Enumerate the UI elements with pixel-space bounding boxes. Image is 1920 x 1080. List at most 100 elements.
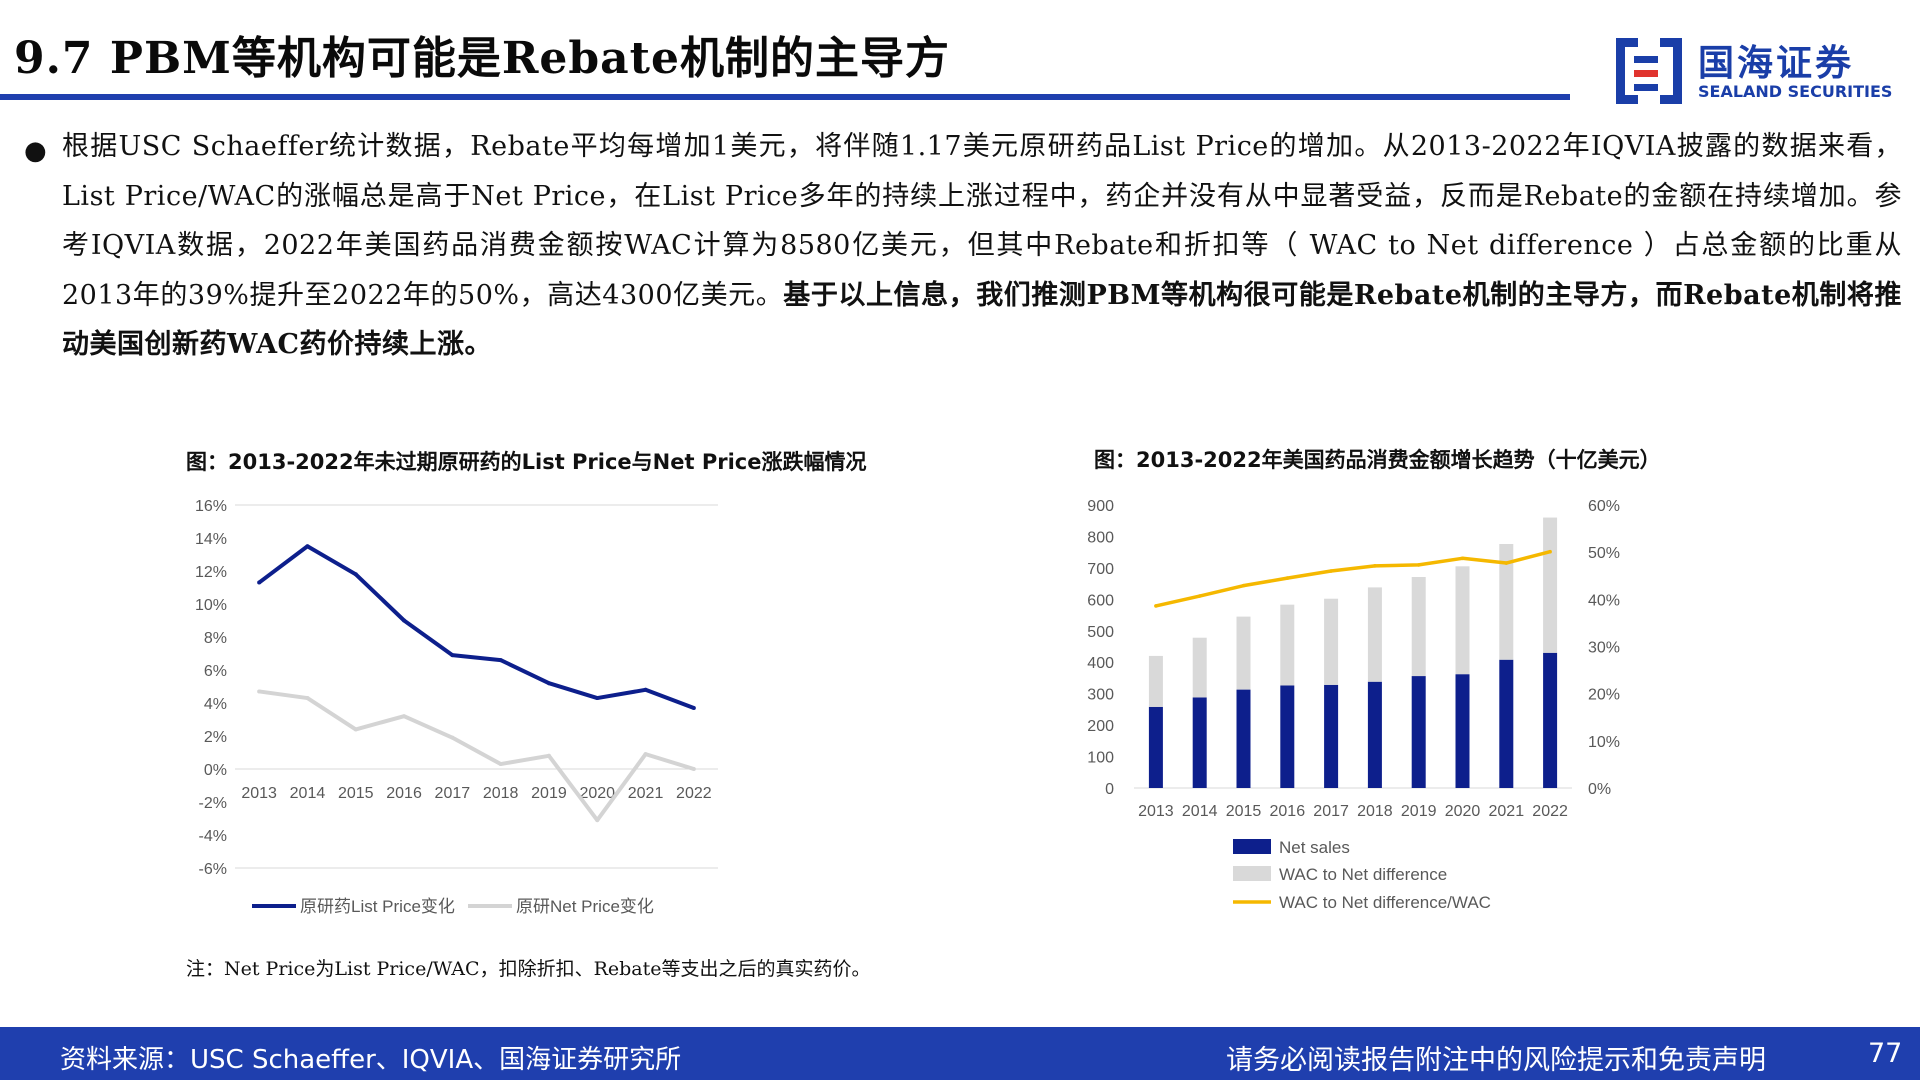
x-tick-label: 2018 bbox=[1357, 803, 1393, 820]
legend-label: 原研Net Price变化 bbox=[516, 897, 654, 916]
x-tick-label: 2017 bbox=[435, 785, 471, 802]
legend-swatch bbox=[1233, 866, 1271, 881]
data-point bbox=[257, 580, 262, 585]
data-point bbox=[353, 727, 358, 732]
bar-net-sales bbox=[1411, 676, 1426, 788]
body-bold-text: 基于以上信息，我们推测PBM等机构很可能是Rebate机制的主导方，而Rebat… bbox=[62, 279, 1902, 361]
data-point bbox=[595, 818, 600, 823]
bar-net-sales bbox=[1192, 697, 1207, 788]
legend-label: WAC to Net difference/WAC bbox=[1279, 893, 1491, 912]
x-tick-label: 2016 bbox=[386, 785, 422, 802]
y-left-tick-label: 800 bbox=[1087, 529, 1114, 546]
x-tick-label: 2019 bbox=[1401, 803, 1437, 820]
bar-wac-to-net-difference bbox=[1499, 543, 1514, 660]
data-point bbox=[498, 762, 503, 767]
y-tick-label: 12% bbox=[195, 564, 227, 581]
sealand-logo-icon bbox=[1616, 38, 1682, 104]
bar-wac-to-net-difference bbox=[1324, 598, 1339, 685]
data-point bbox=[643, 752, 648, 757]
x-tick-label: 2016 bbox=[1270, 803, 1306, 820]
bar-net-sales bbox=[1543, 652, 1558, 788]
x-tick-label: 2021 bbox=[1489, 803, 1525, 820]
y-left-tick-label: 900 bbox=[1087, 498, 1114, 515]
data-point bbox=[450, 653, 455, 658]
data-point bbox=[643, 687, 648, 692]
bar-net-sales bbox=[1455, 674, 1470, 788]
chart1-title: 图：2013-2022年未过期原研药的List Price与Net Price涨… bbox=[186, 450, 867, 474]
y-left-tick-label: 600 bbox=[1087, 592, 1114, 609]
page-number: 77 bbox=[1868, 1038, 1903, 1069]
data-point bbox=[691, 705, 696, 710]
bar-wac-to-net-difference bbox=[1455, 566, 1470, 675]
ratio-point bbox=[1416, 563, 1421, 567]
x-tick-label: 2015 bbox=[1226, 803, 1262, 820]
y-tick-label: -2% bbox=[199, 795, 227, 812]
logo-name-cn: 国海证券 bbox=[1698, 43, 1855, 84]
y-right-tick-label: 10% bbox=[1588, 734, 1620, 751]
x-tick-label: 2021 bbox=[628, 785, 664, 802]
x-tick-label: 2019 bbox=[531, 785, 567, 802]
y-left-tick-label: 200 bbox=[1087, 718, 1114, 735]
y-tick-label: 8% bbox=[204, 630, 227, 647]
ratio-point bbox=[1548, 549, 1552, 554]
ratio-point bbox=[1285, 576, 1290, 580]
data-point bbox=[402, 618, 407, 623]
ratio-line bbox=[1155, 550, 1551, 608]
data-point bbox=[498, 658, 503, 663]
y-left-tick-label: 0 bbox=[1105, 781, 1114, 798]
data-point bbox=[305, 696, 310, 701]
bar-net-sales bbox=[1280, 685, 1295, 788]
data-point bbox=[450, 735, 455, 740]
ratio-point bbox=[1197, 594, 1202, 598]
bar-wac-to-net-difference bbox=[1367, 587, 1382, 682]
x-tick-label: 2017 bbox=[1313, 803, 1349, 820]
title-divider bbox=[0, 94, 1570, 100]
footer-bar: 资料来源：USC Schaeffer、IQVIA、国海证券研究所 请务必阅读报告… bbox=[0, 1027, 1920, 1080]
data-point bbox=[595, 696, 600, 701]
y-left-tick-label: 100 bbox=[1087, 750, 1114, 767]
ratio-point bbox=[1241, 583, 1246, 588]
data-point bbox=[546, 753, 551, 758]
x-tick-label: 2014 bbox=[290, 785, 326, 802]
y-tick-label: -6% bbox=[199, 861, 227, 878]
y-tick-label: 10% bbox=[195, 597, 227, 614]
bar-wac-to-net-difference bbox=[1411, 577, 1426, 677]
footer-source: 资料来源：USC Schaeffer、IQVIA、国海证券研究所 bbox=[60, 1045, 682, 1075]
bar-net-sales bbox=[1324, 684, 1339, 788]
ratio-point bbox=[1329, 569, 1333, 573]
bar-wac-to-net-difference bbox=[1543, 517, 1558, 653]
drug-spending-bar-chart: 900 800 700 600 500 400 300 200 100 0 60% 50% 40% 30%… bbox=[1087, 498, 1620, 912]
y-right-tick-label: 0% bbox=[1588, 781, 1611, 798]
ratio-point bbox=[1154, 604, 1158, 608]
x-tick-label: 2013 bbox=[1138, 803, 1174, 820]
y-left-tick-label: 400 bbox=[1087, 655, 1114, 672]
y-tick-label: 6% bbox=[204, 663, 227, 680]
bar-net-sales bbox=[1148, 706, 1163, 788]
x-tick-label: 2022 bbox=[1532, 803, 1568, 820]
x-tick-label: 2013 bbox=[241, 785, 277, 802]
data-point bbox=[691, 767, 696, 771]
body-normal-text: 根据USC Schaeffer统计数据，Rebate平均每增加1美元，将伴随1.… bbox=[62, 131, 1902, 311]
data-point bbox=[546, 681, 551, 686]
bar-net-sales bbox=[1499, 659, 1514, 788]
slide-title: 9.7 PBM等机构可能是Rebate机制的主导方 bbox=[14, 33, 951, 84]
y-tick-label: 2% bbox=[204, 729, 227, 746]
logo-name-en: SEALAND SECURITIES bbox=[1698, 82, 1893, 101]
y-tick-label: 0% bbox=[204, 762, 227, 779]
x-tick-label: 2014 bbox=[1182, 803, 1218, 820]
chart-note: 注：Net Price为List Price/WAC，扣除折扣、Rebate等支… bbox=[186, 958, 871, 980]
data-point bbox=[305, 544, 310, 549]
bullet-dot-icon: ● bbox=[24, 136, 47, 166]
company-logo: 国海证券 SEALAND SECURITIES bbox=[1614, 34, 1914, 106]
ratio-point bbox=[1504, 561, 1509, 565]
y-tick-label: 14% bbox=[195, 531, 227, 548]
y-tick-label: 4% bbox=[204, 696, 227, 713]
data-point bbox=[402, 714, 407, 719]
footer-disclaimer: 请务必阅读报告附注中的风险提示和免责声明 bbox=[1226, 1045, 1766, 1076]
series-line bbox=[257, 544, 695, 710]
chart2-title: 图：2013-2022年美国药品消费金额增长趋势（十亿美元） bbox=[1094, 448, 1661, 472]
legend-label: Net sales bbox=[1279, 838, 1350, 857]
y-tick-label: 16% bbox=[195, 498, 227, 515]
y-right-tick-label: 50% bbox=[1588, 545, 1620, 562]
bar-wac-to-net-difference bbox=[1280, 604, 1295, 686]
